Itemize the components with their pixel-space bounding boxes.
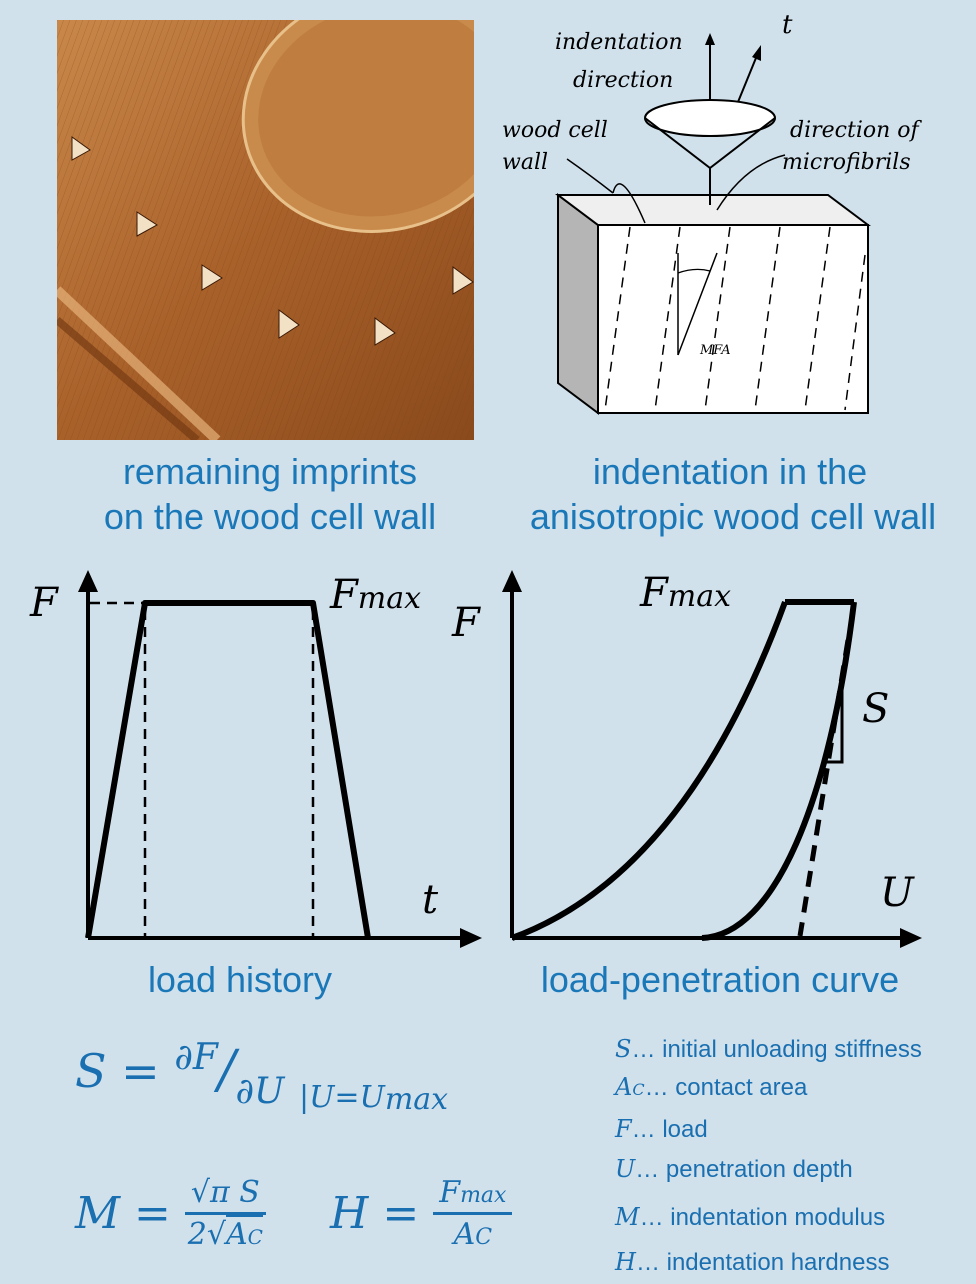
unloading-curve [701,601,857,941]
legend-item-s: S… initial unloading stiffness [615,1035,922,1063]
formula-stiffness: S = ∂F/∂U |U=Umax [75,1037,449,1117]
y-axis-arrow [502,570,522,592]
indentation-schematic [555,33,871,415]
formula-modulus: M = √π S 2√AC [75,1175,266,1252]
microscope-image [57,20,474,440]
label-microfibrils: microfibrils [782,150,911,175]
formula-hardness: H = Fmax AC [330,1175,513,1252]
load-penetration-s-label: S [862,686,890,732]
label-t: t [782,10,793,40]
load-history-chart [78,570,482,948]
label-mfa: MFA [700,343,731,358]
load-penetration-chart [502,570,922,948]
caption-indentation-1: indentation in the [592,451,868,492]
label-wall: wall [502,150,549,175]
label-wood-cell: wood cell [502,118,608,143]
legend-item-u: U… penetration depth [615,1155,853,1183]
legend-item-f: F… load [615,1115,708,1143]
load-history-y-label: F [30,580,58,626]
label-direction: direction [573,68,674,93]
tangent-line [797,639,851,937]
load-penetration-y-label: F [452,600,480,646]
x-axis-arrow [900,928,922,948]
loading-curve [510,600,788,941]
legend-item-ac: AC… contact area [615,1073,808,1101]
load-history-x-label: t [422,877,439,923]
caption-imprints-2: on the wood cell wall [103,496,437,537]
caption-load-penetration: load-penetration curve [540,959,900,1000]
caption-load-history: load history [147,959,333,1000]
load-penetration-x-label: U [880,870,914,916]
x-axis-arrow [460,928,482,948]
y-axis-arrow [78,570,98,592]
legend-item-h: H… indentation hardness [615,1248,890,1276]
label-direction-of: direction of [790,118,919,143]
caption-imprints-1: remaining imprints [122,451,418,492]
caption-indentation-2: anisotropic wood cell wall [529,496,937,537]
load-penetration-fmax: Fmax [640,570,732,616]
label-indentation: indentation [555,30,683,55]
load-profile [85,600,371,939]
load-history-fmax: Fmax [330,572,422,618]
stiffness-triangle [826,675,844,764]
legend-item-m: M… indentation modulus [615,1203,886,1231]
